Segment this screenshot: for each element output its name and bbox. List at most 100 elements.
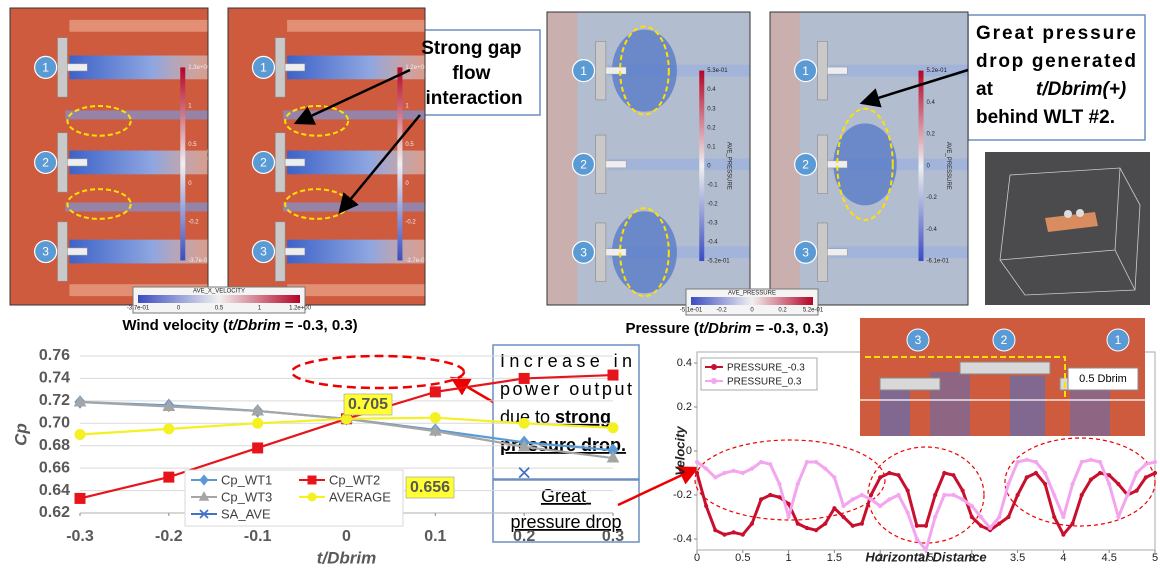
colorbar-label: 0.3 bbox=[707, 106, 716, 112]
data-point bbox=[1135, 489, 1138, 492]
y-axis-title: Cp bbox=[11, 423, 30, 446]
colorbar bbox=[699, 71, 704, 261]
data-point bbox=[952, 493, 955, 496]
turbine-brim bbox=[818, 135, 828, 194]
data-point bbox=[888, 471, 891, 474]
colorbar-title: AVE_PRESSURE bbox=[726, 142, 732, 190]
x-tick-label: 0 bbox=[694, 552, 700, 564]
data-point bbox=[1117, 515, 1120, 518]
colorbar-label: -0.3 bbox=[707, 221, 718, 227]
y-tick-label: 0.70 bbox=[39, 415, 70, 432]
marker-label: 3 bbox=[802, 245, 809, 259]
data-point bbox=[1071, 522, 1074, 525]
caption: Wind velocity (t/Dbrim = -0.3, 0.3) bbox=[122, 317, 357, 334]
y-axis-title: Velocity bbox=[672, 426, 687, 476]
data-point bbox=[519, 373, 529, 383]
data-point bbox=[1098, 460, 1101, 463]
annotation: 0.705 bbox=[348, 396, 388, 413]
colorbar bbox=[919, 71, 924, 261]
data-point bbox=[164, 472, 174, 482]
data-point bbox=[1089, 458, 1092, 461]
data-point bbox=[1007, 482, 1010, 485]
colorbar-label: 0.1 bbox=[707, 144, 716, 150]
data-point bbox=[998, 515, 1001, 518]
y-tick-label: 0.74 bbox=[39, 370, 70, 387]
colorbar-label: 5.2e-01 bbox=[803, 308, 824, 314]
marker-label: 1 bbox=[802, 64, 809, 78]
edge bbox=[770, 12, 800, 305]
marker-label: 3 bbox=[915, 333, 922, 347]
colorbar-label: 0.2 bbox=[927, 132, 936, 138]
data-point bbox=[1080, 493, 1083, 496]
figure: 1.3e+0010.50-0.2-3.7e-01AVE_X_VELOCITY12… bbox=[0, 0, 1160, 568]
data-point bbox=[760, 498, 763, 501]
turbine-brim bbox=[596, 41, 606, 100]
turbine-brim bbox=[818, 41, 828, 100]
data-point bbox=[943, 493, 946, 496]
data-point bbox=[979, 515, 982, 518]
data-point bbox=[851, 498, 854, 501]
legend-marker bbox=[308, 476, 316, 484]
data-point bbox=[842, 504, 845, 507]
turbine-nacelle bbox=[606, 161, 626, 168]
data-point bbox=[1016, 493, 1019, 496]
data-point bbox=[906, 511, 909, 514]
turbine-brim bbox=[58, 133, 68, 192]
colorbar bbox=[691, 297, 813, 305]
edge-flow bbox=[287, 284, 425, 296]
data-point bbox=[851, 524, 854, 527]
legend-label: Cp_WT3 bbox=[221, 489, 272, 504]
data-point bbox=[723, 533, 726, 536]
data-point bbox=[778, 482, 781, 485]
legend-label: SA_AVE bbox=[221, 506, 271, 521]
data-point bbox=[1117, 482, 1120, 485]
data-point bbox=[787, 515, 790, 518]
data-point bbox=[769, 463, 772, 466]
data-point bbox=[897, 493, 900, 496]
panel: 5.3e-010.40.30.20.10-0.1-0.2-0.3-0.4-5.2… bbox=[547, 12, 750, 305]
wake bbox=[829, 65, 968, 77]
data-point bbox=[253, 443, 263, 453]
data-point bbox=[705, 504, 708, 507]
data-point bbox=[741, 471, 744, 474]
marker-label: 1 bbox=[260, 61, 267, 75]
colorbar-label: -5.1e-01 bbox=[680, 308, 703, 314]
wake bbox=[69, 56, 208, 80]
colorbar-label: -0.2 bbox=[405, 219, 416, 225]
turbine-brim bbox=[275, 133, 285, 192]
wake bbox=[287, 240, 425, 264]
data-point bbox=[970, 504, 973, 507]
data-point bbox=[970, 515, 973, 518]
wake bbox=[287, 151, 425, 175]
colorbar-label: 0.4 bbox=[707, 87, 716, 93]
data-point bbox=[1034, 471, 1037, 474]
data-point bbox=[924, 548, 927, 551]
panel: 1.2e+0010.50-0.2-3.7e-01AVE_X_VELOCITY12… bbox=[228, 8, 430, 305]
data-point bbox=[741, 533, 744, 536]
data-point bbox=[430, 387, 440, 397]
y-tick-label: 0.68 bbox=[39, 437, 70, 454]
marker-label: 2 bbox=[1001, 333, 1008, 347]
data-point bbox=[760, 460, 763, 463]
marker-label: 3 bbox=[260, 245, 267, 259]
colorbar-title: AVE_PRESSURE bbox=[945, 142, 951, 190]
y-tick-label: 0.76 bbox=[39, 347, 70, 364]
data-point bbox=[915, 524, 918, 527]
data-point bbox=[796, 482, 799, 485]
x-tick-label: 1.5 bbox=[827, 552, 842, 564]
data-point bbox=[796, 522, 799, 525]
colorbar-label: 5.3e-01 bbox=[707, 68, 728, 74]
colorbar-label: 5.2e-01 bbox=[927, 68, 948, 74]
inset-image: 0.5 Dbrim 3 2 1 bbox=[860, 318, 1145, 436]
turbine-nacelle bbox=[827, 249, 847, 256]
x-tick-label: 0.5 bbox=[735, 552, 750, 564]
colorbar-label: -0.2 bbox=[188, 219, 199, 225]
x-tick-label: 0.3 bbox=[602, 528, 624, 545]
data-point bbox=[1025, 476, 1028, 479]
data-point bbox=[934, 493, 937, 496]
gap-flow bbox=[65, 110, 208, 119]
annotation: 0.656 bbox=[410, 479, 450, 496]
y-tick-label: -0.2 bbox=[673, 489, 692, 501]
turbine-nacelle bbox=[67, 248, 87, 255]
x-tick-label: 3.5 bbox=[1010, 552, 1025, 564]
